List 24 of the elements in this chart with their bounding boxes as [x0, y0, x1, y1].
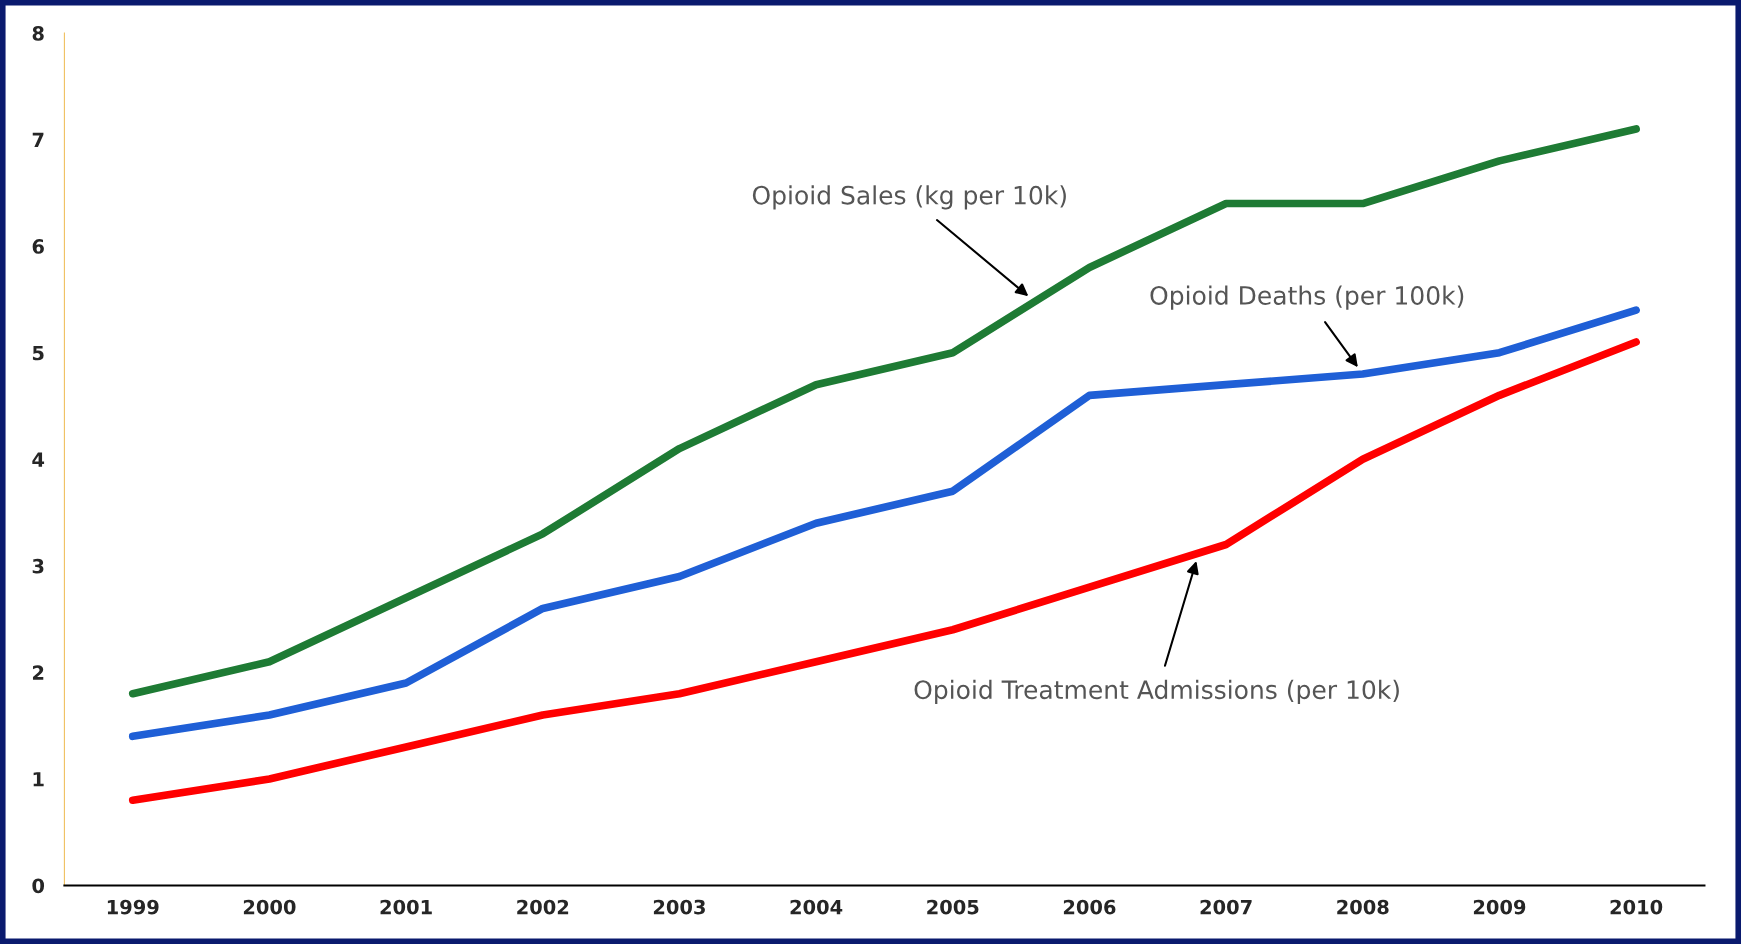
y-tick-label: 4 — [32, 452, 45, 467]
y-tick-label: 5 — [32, 345, 44, 361]
y-tick-label: 0 — [32, 878, 45, 894]
text: Opioid Sales (kg per 10k) — [752, 185, 1066, 210]
x-tick-label: 2010 — [1610, 899, 1663, 915]
x-tick-label: 2002 — [517, 899, 569, 915]
x-tick-label: 2004 — [790, 899, 843, 915]
x-tick-label: 2009 — [1473, 899, 1526, 915]
x-tick-label: 1999 — [107, 899, 159, 915]
x-tick-label: 2003 — [653, 899, 705, 915]
y-tick-label: 3 — [32, 558, 44, 574]
y-tick-label: 2 — [32, 665, 44, 680]
x-tick-label: 2006 — [1063, 899, 1116, 915]
series-label: Opioid Deaths (per 100k) — [1150, 285, 1464, 310]
x-tick-label: 2001 — [380, 899, 432, 915]
x-tick-label: 2000 — [243, 899, 296, 915]
y-tick-label: 7 — [32, 132, 44, 147]
x-tick-label: 2008 — [1337, 899, 1389, 915]
y-tick-label: 8 — [32, 26, 44, 41]
y-tick-label: 6 — [32, 239, 44, 254]
x-tick-label: 2007 — [1200, 899, 1252, 915]
y-tick-label: 1 — [33, 772, 44, 787]
x-tick-label: 2005 — [927, 899, 979, 915]
series-label: Opioid Treatment Admissions (per 10k) — [914, 679, 1399, 705]
